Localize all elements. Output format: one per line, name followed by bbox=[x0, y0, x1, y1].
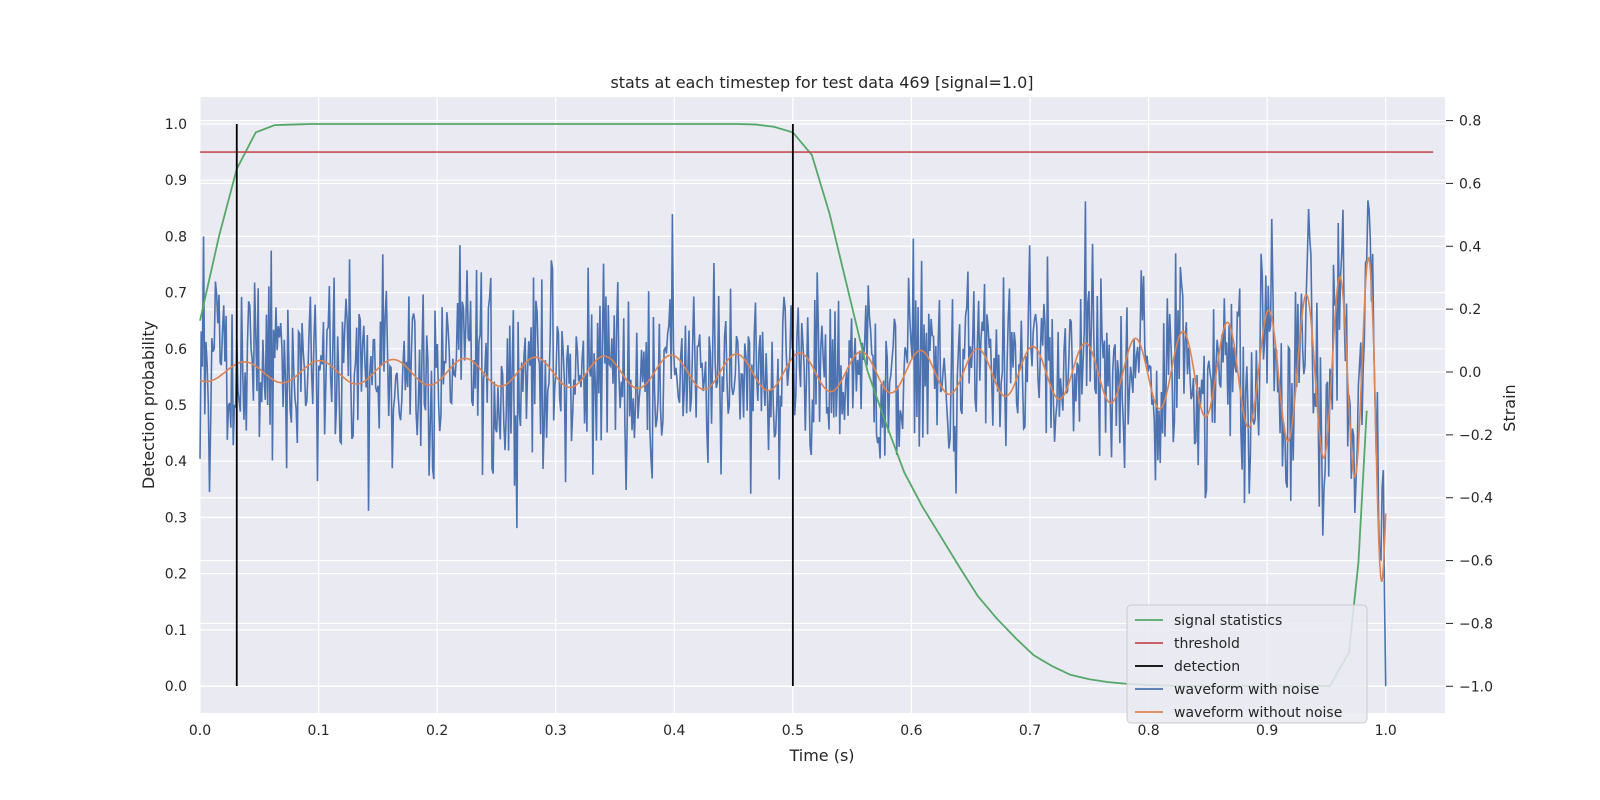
x-tick-label: 0.7 bbox=[1019, 723, 1041, 739]
y-axis-left-label: Detection probability bbox=[139, 321, 158, 489]
y-tick-label-left: 0.3 bbox=[165, 510, 187, 526]
legend: signal statistics threshold detection wavef… bbox=[1126, 604, 1368, 724]
y-tick-label-right: −0.2 bbox=[1459, 428, 1493, 444]
y-tick-label-left: 0.1 bbox=[165, 623, 187, 639]
legend-label: detection bbox=[1174, 659, 1240, 675]
y-tick-label-left: 0.2 bbox=[165, 567, 187, 583]
y-tick-label-left: 0.7 bbox=[165, 286, 187, 302]
x-tick-label: 0.1 bbox=[307, 723, 329, 739]
y-tick-label-left: 0.9 bbox=[165, 173, 187, 189]
x-tick-label: 0.5 bbox=[782, 723, 804, 739]
legend-label: waveform with noise bbox=[1174, 682, 1319, 698]
x-tick-label: 0.3 bbox=[545, 723, 567, 739]
legend-label: signal statistics bbox=[1174, 613, 1282, 629]
x-tick-label: 0.8 bbox=[1137, 723, 1159, 739]
x-tick-label: 0.9 bbox=[1256, 723, 1278, 739]
axes: 0.0 0.1 0.2 0.3 0.4 0.5 0.6 0.7 0.8 0.9 1.0 0.0 0.1 0… bbox=[165, 114, 1493, 739]
y-tick-label-left: 0.5 bbox=[165, 398, 187, 414]
x-tick-label: 0.4 bbox=[663, 723, 685, 739]
y-tick-label-left: 1.0 bbox=[165, 117, 187, 133]
x-tick-label: 0.6 bbox=[900, 723, 922, 739]
chart-title: stats at each timestep for test data 469… bbox=[610, 73, 1033, 92]
y-tick-label-right: −0.6 bbox=[1459, 554, 1493, 570]
grid bbox=[199, 97, 1445, 713]
y-tick-label-left: 0.4 bbox=[165, 454, 187, 470]
y-tick-label-left: 0.8 bbox=[165, 229, 187, 245]
x-axis-label: Time (s) bbox=[788, 746, 854, 765]
y-tick-label-right: −0.4 bbox=[1459, 491, 1493, 507]
y-tick-label-right: 0.0 bbox=[1459, 365, 1481, 381]
y-axis-right-label: Strain bbox=[1500, 384, 1519, 431]
y-tick-label-right: 0.8 bbox=[1459, 114, 1481, 130]
y-tick-label-left: 0.6 bbox=[165, 342, 187, 358]
x-tick-label: 0.0 bbox=[189, 723, 211, 739]
y-tick-label-left: 0.0 bbox=[165, 679, 187, 695]
y-tick-label-right: −0.8 bbox=[1459, 616, 1493, 632]
y-tick-label-right: 0.2 bbox=[1459, 302, 1481, 318]
x-tick-label: 0.2 bbox=[426, 723, 448, 739]
y-tick-label-right: 0.4 bbox=[1459, 239, 1481, 255]
legend-label: threshold bbox=[1174, 636, 1240, 652]
x-tick-label: 1.0 bbox=[1375, 723, 1397, 739]
y-tick-label-right: 0.6 bbox=[1459, 176, 1481, 192]
y-tick-label-right: −1.0 bbox=[1459, 679, 1493, 695]
legend-box bbox=[1126, 604, 1368, 724]
legend-label: waveform without noise bbox=[1174, 705, 1342, 721]
